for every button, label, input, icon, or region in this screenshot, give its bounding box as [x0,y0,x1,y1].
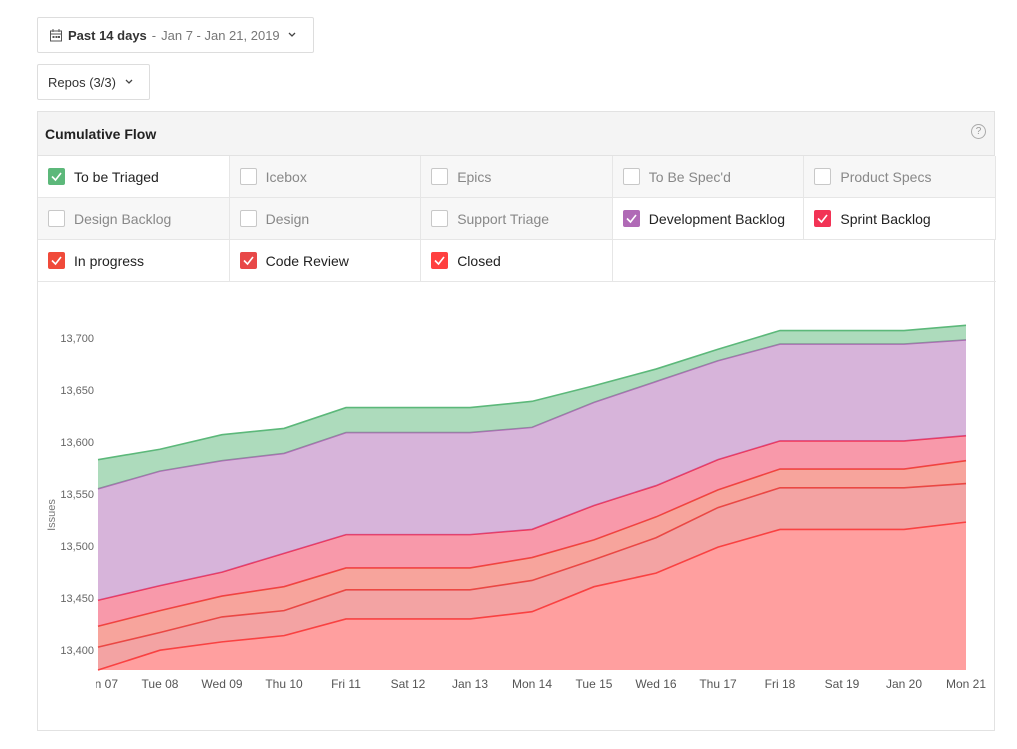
x-tick-label: Wed 09 [201,677,242,691]
check-mark [243,256,254,266]
calendar-icon [50,29,62,42]
lane-label: To be Triaged [74,168,159,185]
x-tick-label: Thu 10 [265,677,303,691]
lane-label: Closed [457,252,501,269]
lane-toggle[interactable]: Support Triage [421,198,613,240]
lane-label: To Be Spec'd [648,168,731,185]
y-tick-label: 13,550 [60,489,94,501]
lane-toggle[interactable]: Product Specs [804,156,996,198]
check-mark [434,256,445,266]
checkbox[interactable] [48,252,65,269]
lane-label: Support Triage [457,210,550,227]
lane-toggle[interactable]: To be Triaged [38,156,230,198]
y-tick-label: 13,700 [60,333,94,345]
x-tick-label: Jan 13 [452,677,488,691]
panel-header: Cumulative Flow ? [38,112,994,156]
x-tick-label: Sat 12 [391,677,426,691]
chevron [288,32,296,37]
checkbox[interactable] [239,168,257,185]
lane-label: Code Review [265,252,349,269]
area [98,435,966,627]
checkbox[interactable] [814,210,832,227]
area [98,339,966,601]
checkbox[interactable] [431,210,449,227]
lane-toggle[interactable]: Closed [421,240,613,282]
area [98,325,966,489]
x-tick-label: Jan 20 [886,677,922,691]
checkbox[interactable] [814,168,832,185]
lane-filler [612,240,996,282]
checkbox[interactable] [48,168,65,185]
lane-label: Icebox [265,168,307,185]
panel-title: Cumulative Flow [45,126,157,142]
checkbox[interactable] [431,252,449,269]
lane-toggle[interactable]: Icebox [229,156,422,198]
checkbox[interactable] [622,210,640,227]
lane-toggle[interactable]: Design Backlog [38,198,230,240]
lane-toggle[interactable]: Epics [421,156,613,198]
x-tick-label: Fri 11 [331,677,361,691]
lane-label: In progress [74,252,145,269]
x-tick-label: Wed 16 [635,677,676,691]
x-tick-label: Sat 19 [825,677,860,691]
checkbox[interactable] [431,168,449,185]
check-mark [817,214,829,224]
checkbox[interactable] [239,252,257,269]
checkbox[interactable] [239,210,257,227]
lane-toggle[interactable]: Code Review [229,240,422,282]
checkbox[interactable] [48,210,65,227]
lane-label: Design [265,210,310,227]
date-range: Jan 7 - Jan 21, 2019 [161,27,280,43]
y-tick-label: 13,650 [60,385,94,397]
check-mark [51,172,62,182]
checkbox[interactable] [622,168,640,185]
area-line [97,459,967,628]
lane-toggle[interactable]: Sprint Backlog [804,198,996,240]
x-tick-label: Mon 14 [512,677,552,691]
y-tick-label: 13,600 [60,437,94,449]
area [98,483,966,670]
date-preset: Past 14 days [68,27,147,43]
lane-label: Product Specs [840,168,932,185]
area-line [97,324,967,461]
y-tick-label: 13,400 [60,645,94,657]
lane-label: Epics [457,168,492,185]
lane-toggle[interactable]: To Be Spec'd [612,156,805,198]
lane-label: Design Backlog [74,210,172,227]
repos-dropdown[interactable]: Repos (3/3) [37,64,150,100]
chevron [125,79,133,84]
x-tick-label: Fri 18 [765,677,796,691]
x-tick-label: Mon 21 [946,677,986,691]
date-picker[interactable]: Past 14 days - Jan 7 - Jan 21, 2019 [37,17,314,53]
area [98,460,966,648]
y-tick-label: 13,500 [60,541,94,553]
area [98,522,966,670]
y-axis-label: Issues [46,499,58,531]
lane-toggle[interactable]: Development Backlog [612,198,805,240]
date-separator: - [151,27,157,43]
lane-toggle[interactable]: Design [229,198,422,240]
x-tick-label: Mon 07 [78,677,118,691]
check-mark [51,256,62,266]
repos-label: Repos (3/3) [48,74,116,90]
help-icon[interactable]: ? [971,124,986,139]
lane-label: Sprint Backlog [840,210,931,227]
lane-toggle[interactable]: In progress [38,240,230,282]
x-tick-label: Thu 17 [699,677,737,691]
x-tick-label: Tue 15 [576,677,613,691]
x-tick-label: Tue 08 [142,677,179,691]
y-tick-label: 13,450 [60,593,94,605]
lane-label: Development Backlog [648,210,785,227]
check-mark [626,214,637,224]
